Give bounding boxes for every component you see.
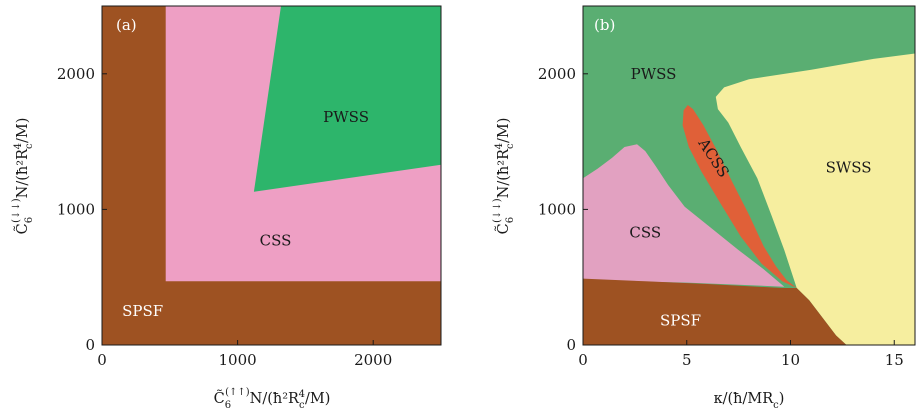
region-label-css-b: CSS xyxy=(629,223,661,241)
panel-label-a: (a) xyxy=(116,16,137,34)
y-tick-label-b: 2000 xyxy=(538,65,576,83)
x-tick-label-a: 0 xyxy=(97,351,107,369)
x-tick-label-b: 10 xyxy=(781,351,800,369)
region-label-pwss-b: PWSS xyxy=(631,65,677,83)
x-axis-label-a: C̃6(↑↑)N/(ħ²Rc4/M) xyxy=(214,387,331,411)
region-label-spsf-b: SPSF xyxy=(660,312,701,330)
region-pwss-a xyxy=(253,6,441,192)
plot-frame-a xyxy=(101,5,442,346)
x-tick-label-a: 1000 xyxy=(219,351,257,369)
panel-label-b: (b) xyxy=(594,16,615,34)
x-tick-label-b: 5 xyxy=(682,351,692,369)
region-css-b xyxy=(583,144,785,287)
region-label-css-a: CSS xyxy=(260,232,292,250)
y-axis-label-a: C̃6(↓↓)N/(ħ²Rc4/M) xyxy=(11,118,35,235)
y-tick-label-a: 2000 xyxy=(57,65,95,83)
y-tick-label-b: 1000 xyxy=(538,200,576,218)
x-tick-label-a: 2000 xyxy=(354,351,392,369)
region-acss-b xyxy=(682,105,797,288)
region-label-spsf-a: SPSF xyxy=(122,302,163,320)
x-tick-label-b: 0 xyxy=(578,351,588,369)
region-label-swss-b: SWSS xyxy=(826,158,872,176)
region-swss-b xyxy=(715,53,915,345)
y-axis-label-b: C̃6(↓↓)N/(ħ²Rc4/M) xyxy=(492,118,516,235)
y-tick-label-a: 0 xyxy=(85,336,95,354)
y-tick-label-b: 0 xyxy=(566,336,576,354)
region-spsf-b xyxy=(583,278,847,345)
y-tick-label-a: 1000 xyxy=(57,200,95,218)
panel-a: SPSF CSS PWSS 0 1000 2000 0 1000 2000 (a) C̃6(↑… xyxy=(11,5,442,411)
x-axis-label-b: κ/(ħ/MRc) xyxy=(714,391,785,411)
region-label-pwss-a: PWSS xyxy=(323,108,369,126)
plot-frame-b xyxy=(582,5,916,346)
x-tick-label-b: 15 xyxy=(885,351,904,369)
